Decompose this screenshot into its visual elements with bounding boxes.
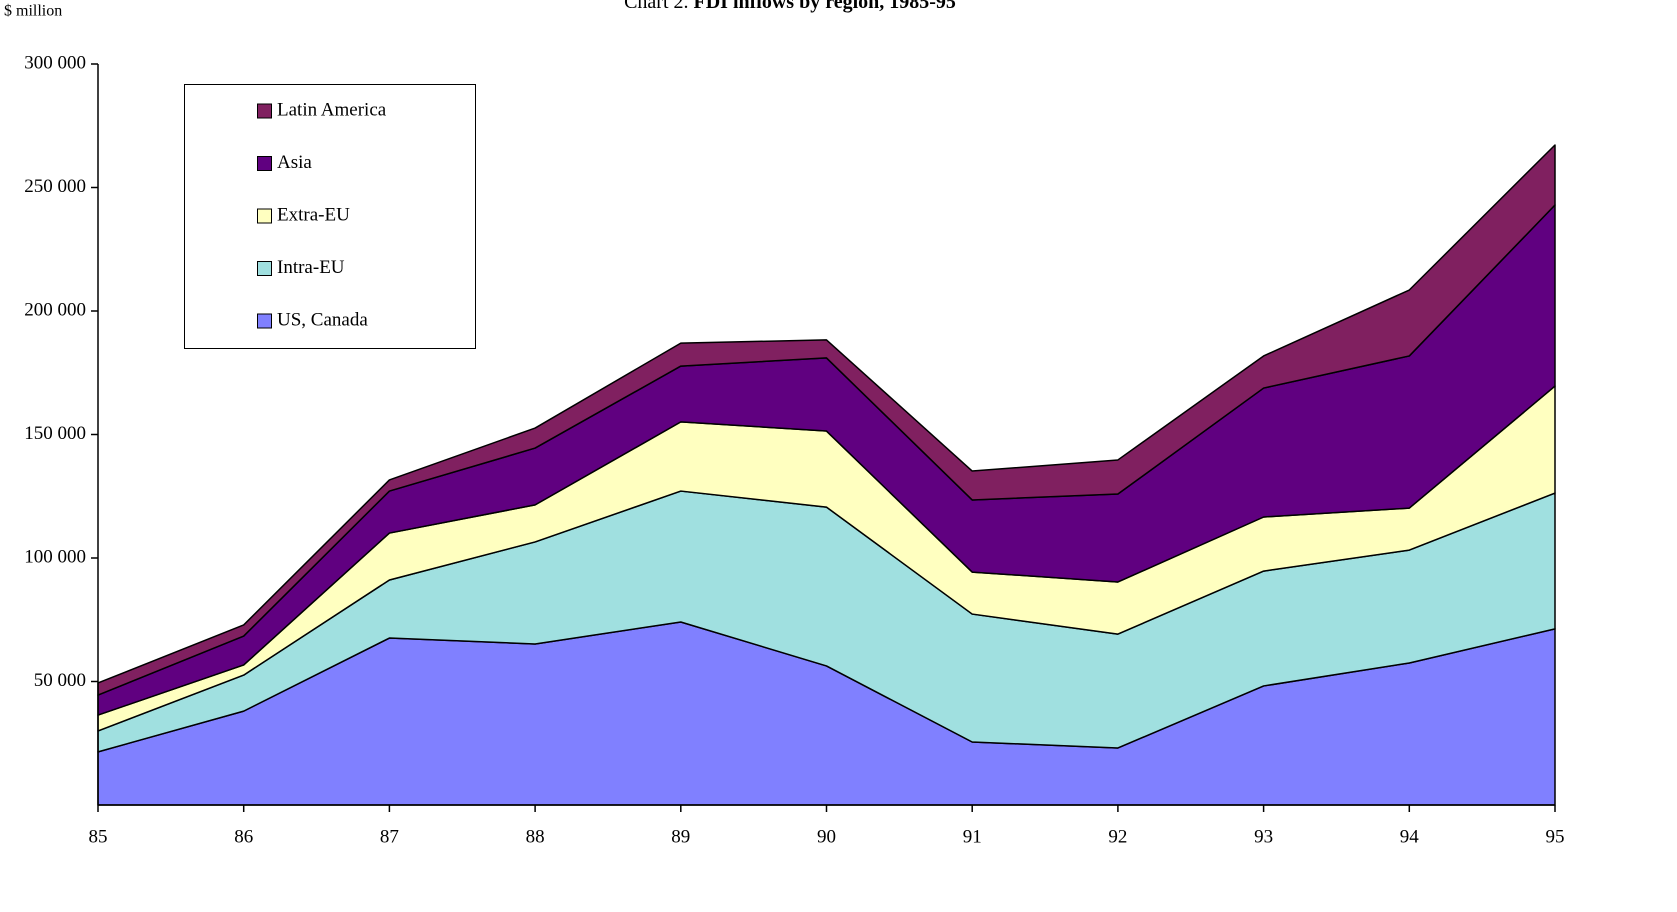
y-tick-label: 300 000 <box>24 52 86 73</box>
title-main: FDI inflows by region, 1985-95 <box>694 0 956 13</box>
x-tick-label: 85 <box>89 826 108 847</box>
x-tick-label: 89 <box>671 826 690 847</box>
legend-box <box>184 84 476 349</box>
x-tick-label: 87 <box>380 826 399 847</box>
y-tick-label: 250 000 <box>24 176 86 197</box>
chart-title: Chart 2. FDI inflows by region, 1985-95 <box>624 0 956 13</box>
legend-label: US, Canada <box>277 309 368 330</box>
y-axis-label: $ million <box>4 3 62 20</box>
legend-label: Intra-EU <box>277 257 345 278</box>
x-tick-label: 93 <box>1254 826 1273 847</box>
legend-swatch <box>257 103 272 119</box>
x-tick-label: 92 <box>1108 826 1127 847</box>
legend-label: Extra-EU <box>277 204 350 225</box>
title-prefix: Chart 2. <box>624 0 688 13</box>
y-tick-label: 100 000 <box>24 546 86 567</box>
legend-swatch <box>257 313 272 329</box>
legend-label: Latin America <box>277 99 387 120</box>
legend-swatch <box>257 261 272 276</box>
x-tick-label: 88 <box>526 826 545 847</box>
x-tick-label: 86 <box>234 826 253 847</box>
area <box>97 144 1556 696</box>
legend-label: Asia <box>277 152 312 173</box>
legend-swatch <box>257 208 272 224</box>
x-tick-label: 90 <box>817 826 836 847</box>
y-tick-label: 150 000 <box>24 423 86 444</box>
y-tick-label: 50 000 <box>34 670 86 691</box>
x-tick-label: 91 <box>963 826 982 847</box>
y-tick-label: 200 000 <box>24 299 86 320</box>
legend-swatch <box>257 156 272 171</box>
x-tick-label: 94 <box>1400 826 1420 847</box>
legend: Latin America Asia Extra-EU Intra-EU US, Can… <box>184 84 476 349</box>
x-tick-label: 95 <box>1546 826 1565 847</box>
